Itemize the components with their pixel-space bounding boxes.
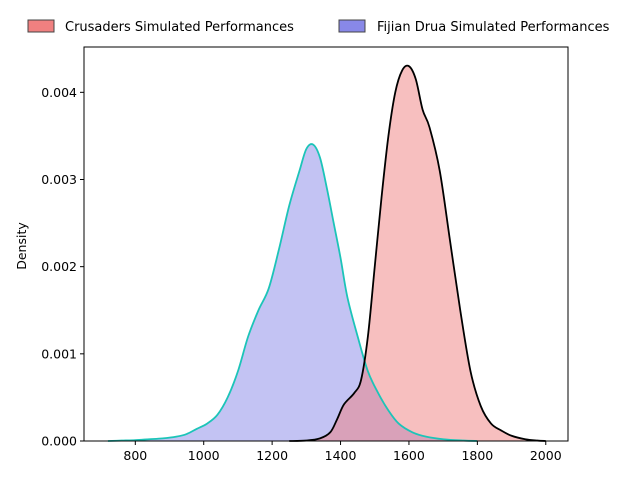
x-axis: 800 1000 1200 1400 1600 1800 2000 xyxy=(123,441,562,463)
y-tick-label: 0.000 xyxy=(41,434,77,449)
y-tick-label: 0.001 xyxy=(41,346,77,361)
legend-swatch-fijian-drua xyxy=(338,19,366,33)
legend-swatch-crusaders xyxy=(27,19,55,33)
plot-frame xyxy=(83,46,569,442)
y-tick-label: 0.003 xyxy=(41,172,77,187)
plot-lines xyxy=(107,64,546,442)
x-tick-label: 1800 xyxy=(461,448,493,463)
plot-fills xyxy=(107,65,546,441)
x-tick-label: 2000 xyxy=(530,448,562,463)
density-line-crusaders-simulated-performances xyxy=(289,64,546,442)
density-area-fijian-drua-simulated-performances xyxy=(107,144,478,441)
density-line-fijian-drua-simulated-performances xyxy=(107,143,478,442)
legend-label-crusaders: Crusaders Simulated Performances xyxy=(65,20,294,35)
x-tick-label: 1400 xyxy=(325,448,357,463)
legend-label-fijian-drua: Fijian Drua Simulated Performances xyxy=(377,20,610,35)
x-tick-label: 1200 xyxy=(256,448,288,463)
x-tick-label: 800 xyxy=(123,448,147,463)
y-axis: 0.000 0.001 0.002 0.003 0.004 xyxy=(41,85,84,449)
y-axis-title: Density xyxy=(14,222,29,270)
y-tick-label: 0.004 xyxy=(41,85,77,100)
legend: Crusaders Simulated Performances Fijian … xyxy=(27,19,610,35)
x-tick-label: 1600 xyxy=(393,448,425,463)
y-tick-label: 0.002 xyxy=(41,259,77,274)
density-area-crusaders-simulated-performances xyxy=(289,65,546,441)
x-tick-label: 1000 xyxy=(188,448,220,463)
